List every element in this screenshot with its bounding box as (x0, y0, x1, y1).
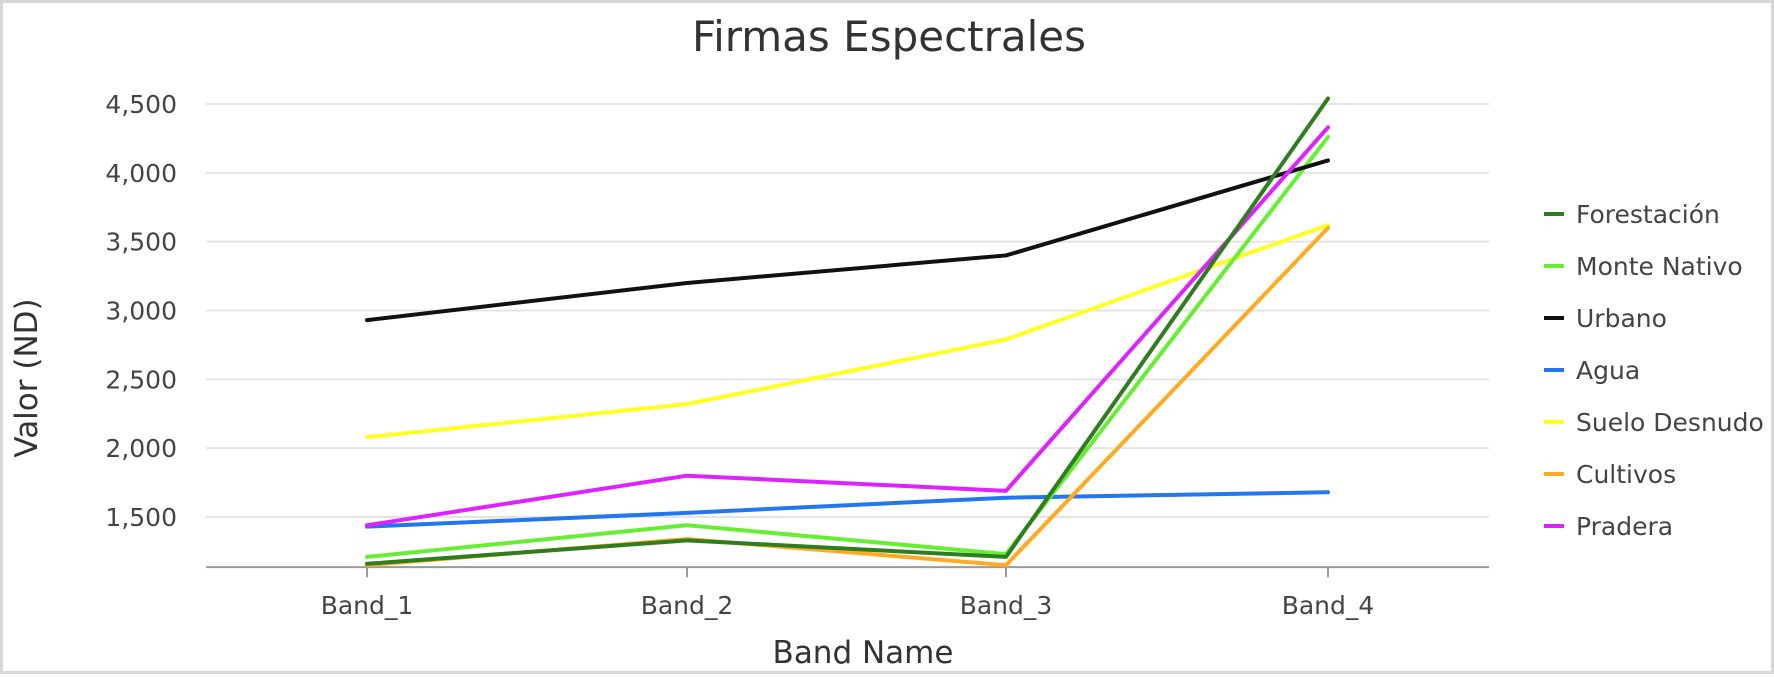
legend-label-pradera: Pradera (1576, 512, 1673, 541)
y-tick-label: 3,000 (105, 297, 177, 326)
legend-label-cultivos: Cultivos (1576, 460, 1676, 489)
series-line-cultivos (365, 225, 1330, 568)
y-tick-label: 1,500 (105, 503, 177, 532)
legend: Forestación Monte Nativo Urbano Agua Suelo D… (1544, 200, 1764, 541)
x-axis-title: Band Name (773, 635, 954, 671)
chart-title: Firmas Espectrales (692, 12, 1086, 61)
x-tick-label: Band_3 (960, 591, 1053, 620)
y-tick-label: 2,500 (105, 365, 177, 394)
series-line-monte-nativo (365, 135, 1330, 559)
legend-label-urbano: Urbano (1576, 304, 1667, 333)
y-tick-label: 4,500 (105, 90, 177, 119)
series-line-pradera (365, 125, 1330, 528)
axes: 1,500 2,000 2,500 3,000 3,500 4,000 4,500 Band_… (105, 90, 1489, 620)
legend-label-forestacion: Forestación (1576, 200, 1720, 229)
series-line-agua (365, 490, 1330, 529)
legend-label-monte-nativo: Monte Nativo (1576, 252, 1743, 281)
x-tick-label: Band_2 (641, 591, 734, 620)
y-tick-label: 4,000 (105, 159, 177, 188)
x-tick-label: Band_4 (1282, 591, 1375, 620)
grid-lines (206, 103, 1489, 518)
series-line-suelo-desnudo (365, 223, 1330, 440)
series-line-forestacion (365, 96, 1330, 566)
x-tick-label: Band_1 (321, 591, 414, 620)
line-chart: Firmas Espectrales Band Name Valor (ND) … (9, 12, 1764, 671)
y-tick-label: 2,000 (105, 434, 177, 463)
legend-label-agua: Agua (1576, 356, 1640, 385)
y-axis-title: Valor (ND) (9, 298, 45, 457)
legend-label-suelo-desnudo: Suelo Desnudo (1576, 408, 1764, 437)
series-lines (365, 96, 1330, 568)
series-line-urbano (365, 158, 1330, 323)
y-tick-label: 3,500 (105, 228, 177, 257)
